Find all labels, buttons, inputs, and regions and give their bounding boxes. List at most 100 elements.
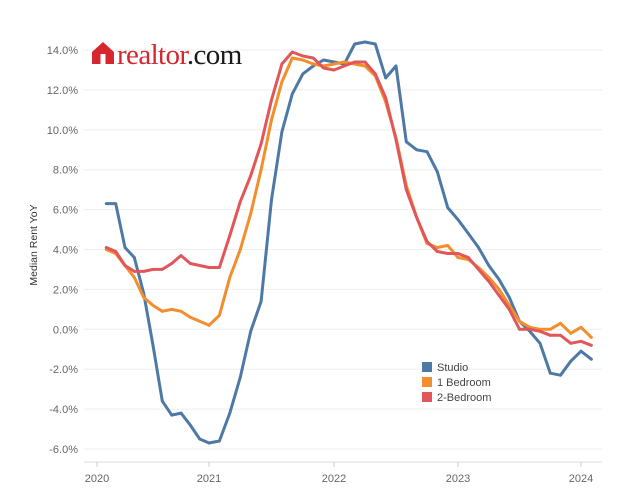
data-point	[270, 198, 273, 202]
data-point	[218, 439, 221, 443]
data-point	[238, 200, 242, 204]
data-point	[548, 333, 552, 337]
data-point	[280, 80, 284, 84]
data-point	[270, 118, 273, 122]
data-point	[404, 188, 408, 192]
data-point	[569, 359, 573, 363]
data-point	[151, 268, 155, 271]
data-point	[290, 92, 294, 96]
data-point	[373, 42, 377, 46]
data-point	[589, 343, 593, 347]
data-point	[160, 309, 164, 313]
data-point	[373, 72, 377, 76]
data-point	[311, 56, 315, 60]
data-point	[507, 296, 511, 299]
data-point	[160, 399, 164, 403]
data-point	[477, 268, 480, 271]
data-point	[104, 246, 108, 249]
data-point	[132, 256, 136, 259]
data-point	[353, 60, 357, 64]
data-point	[559, 321, 562, 325]
x-tick-label: 2021	[197, 473, 221, 485]
data-point	[151, 304, 155, 307]
svg-text:realtor.com: realtor.com	[117, 39, 243, 71]
data-point	[456, 256, 460, 259]
data-point	[579, 325, 583, 329]
data-point	[589, 335, 593, 339]
series-line	[104, 40, 593, 445]
realtor-logo: realtor.com	[92, 39, 243, 71]
y-tick-label: 6.0%	[53, 205, 78, 217]
series-lines	[104, 40, 593, 445]
y-tick-label: 8.0%	[53, 165, 78, 177]
data-point	[559, 333, 562, 337]
data-point	[207, 323, 211, 327]
data-point	[425, 150, 429, 154]
data-point	[228, 411, 232, 415]
data-point	[384, 76, 388, 80]
legend-swatch	[422, 377, 432, 387]
legend-label: 2-Bedroom	[437, 392, 491, 404]
data-point	[384, 96, 388, 100]
data-point	[477, 246, 480, 249]
data-point	[280, 62, 284, 66]
data-point	[198, 319, 202, 323]
y-axis-title: Median Rent YoY	[28, 204, 40, 285]
data-point	[456, 252, 460, 255]
data-point	[259, 142, 263, 146]
data-point	[249, 329, 253, 333]
series-2-bedroom	[104, 50, 593, 347]
house-icon	[92, 42, 114, 64]
data-point	[322, 66, 325, 70]
gridlines	[84, 49, 602, 450]
legend-item: 1 Bedroom	[422, 377, 491, 389]
data-point	[342, 64, 346, 68]
data-point	[301, 54, 305, 58]
data-point	[415, 216, 419, 220]
data-point	[579, 349, 583, 353]
x-tick-label: 2024	[569, 473, 593, 485]
data-point	[259, 168, 263, 172]
data-point	[290, 56, 294, 60]
data-point	[198, 437, 202, 441]
data-point	[170, 413, 174, 417]
legend-item: Studio	[422, 362, 468, 374]
data-point	[415, 148, 419, 152]
data-point	[559, 373, 562, 377]
data-point	[228, 276, 232, 279]
data-point	[238, 248, 242, 251]
data-point	[104, 202, 108, 206]
y-tick-label: 12.0%	[47, 85, 78, 97]
data-point	[538, 329, 542, 333]
y-tick-label: 0.0%	[53, 324, 78, 336]
y-tick-label: 14.0%	[47, 45, 78, 57]
data-point	[132, 270, 136, 273]
y-tick-label: -2.0%	[49, 364, 78, 376]
series-studio	[104, 40, 593, 445]
data-point	[394, 138, 398, 142]
series-line	[104, 56, 593, 339]
data-point	[114, 202, 118, 206]
data-point	[342, 60, 346, 64]
data-point	[579, 339, 583, 343]
data-point	[270, 98, 273, 102]
data-point	[569, 341, 573, 345]
y-tick-label: 10.0%	[47, 125, 78, 137]
data-point	[456, 218, 460, 222]
data-point	[249, 212, 253, 216]
y-tick-label: -6.0%	[49, 444, 78, 456]
data-point	[238, 375, 242, 379]
data-point	[487, 276, 491, 279]
data-point	[179, 254, 183, 257]
data-point	[322, 58, 325, 62]
data-point	[249, 174, 253, 178]
legend-swatch	[422, 392, 432, 402]
legend: Studio 1 Bedroom 2-Bedroom	[422, 362, 491, 404]
data-point	[446, 206, 450, 210]
data-point	[207, 266, 211, 269]
data-point	[569, 331, 573, 335]
data-point	[518, 327, 521, 331]
data-point	[142, 296, 146, 299]
data-point	[538, 341, 542, 345]
